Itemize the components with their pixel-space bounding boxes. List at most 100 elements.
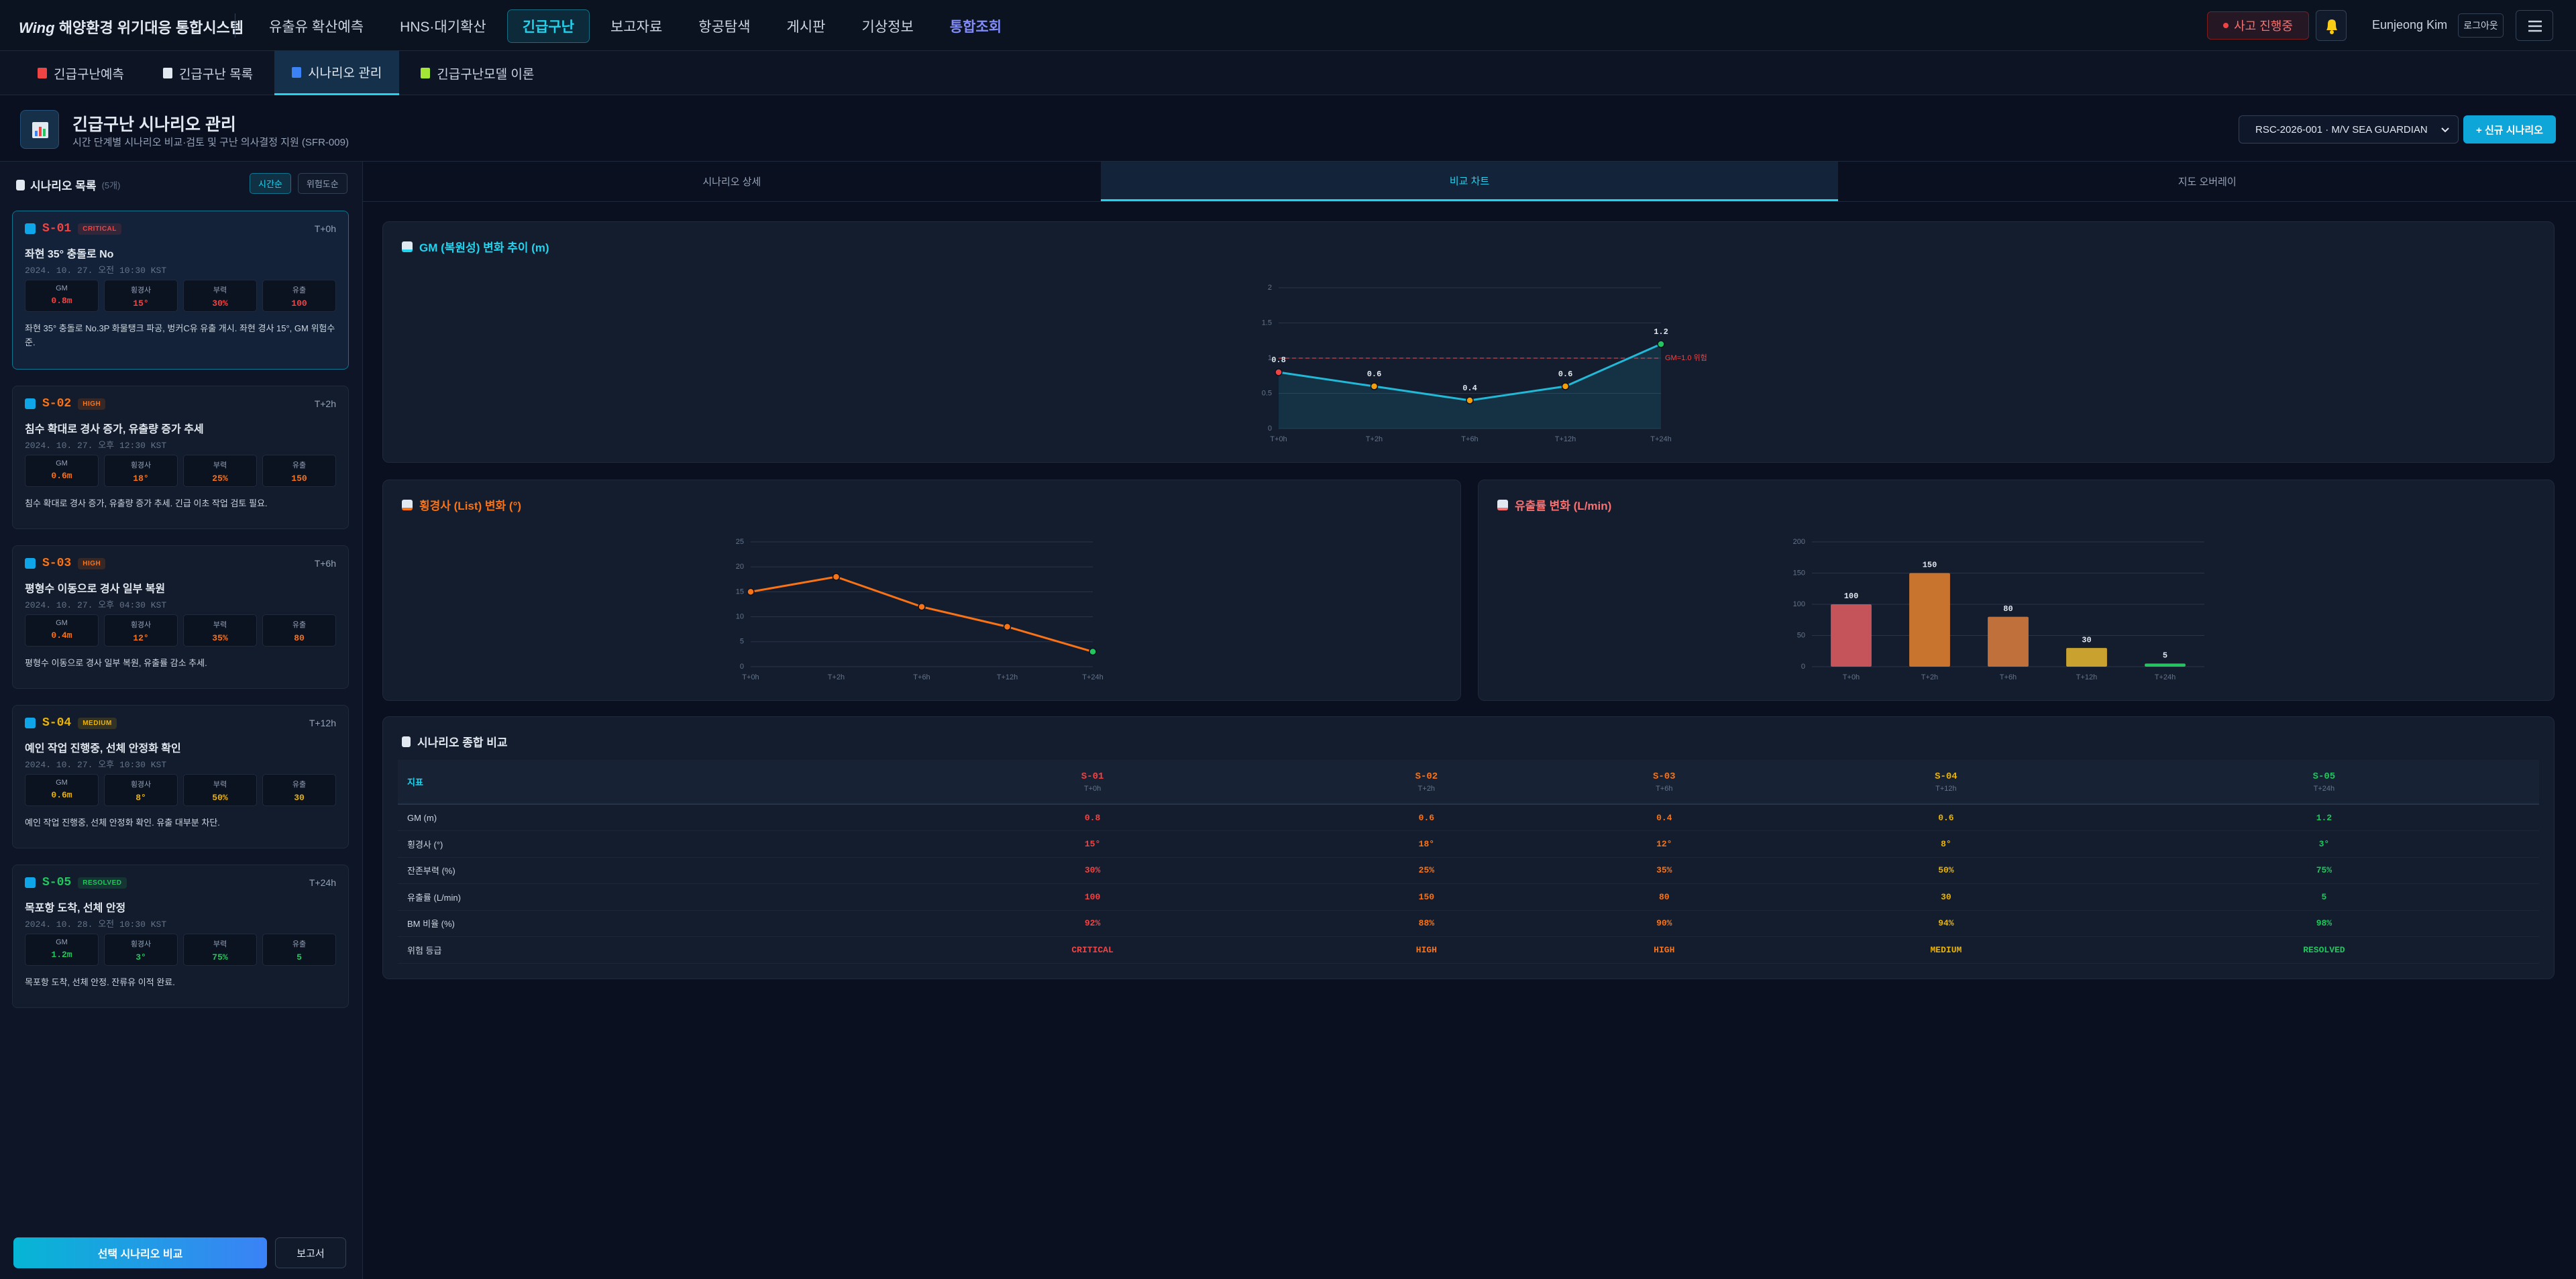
row-label: GM (m) — [407, 812, 437, 823]
checkbox[interactable] — [25, 718, 36, 728]
x-tick-label: T+24h — [2155, 673, 2176, 681]
metric-label: 유출 — [292, 286, 307, 294]
metric-label: 부력 — [213, 781, 227, 789]
metric-value: 150 — [291, 474, 307, 484]
scenario-title: 좌현 35° 충돌로 No — [25, 249, 114, 260]
sort-button[interactable]: 위험도순 — [297, 173, 347, 194]
nav-item[interactable]: 보고자료 — [610, 19, 663, 35]
metric-label: 부력 — [213, 940, 227, 948]
y-tick-label: 10 — [736, 613, 744, 621]
notification-button[interactable] — [2316, 10, 2347, 41]
view-tab[interactable]: 비교 차트 — [1100, 162, 1839, 201]
menu-button[interactable] — [2516, 10, 2553, 41]
scenario-time: T+12h — [309, 718, 336, 728]
threshold-label: GM=1.0 위험 — [1665, 353, 1707, 362]
nav-item[interactable]: HNS·대기확산 — [400, 19, 486, 35]
table-cell: 12° — [1656, 838, 1672, 849]
metric-box: 부력 30% — [183, 280, 257, 312]
metric-label: GM — [56, 459, 68, 467]
sub-tab[interactable]: 시나리오 관리 — [274, 51, 400, 95]
scenario-card[interactable]: S-05 RESOLVED T+24h 목포항 도착, 선체 안정 2024. 10. … — [12, 865, 349, 1008]
scenario-id: S-02 — [42, 397, 72, 410]
x-tick-label: T+2h — [1366, 435, 1383, 443]
nav-item[interactable]: 기상정보 — [861, 19, 914, 35]
scenario-desc: 침수 확대로 경사 증가, 유출량 증가 추세. 긴급 이초 작업 검토 필요. — [25, 498, 268, 508]
chart: 0 5 10 15 20 25 T+0h T+2h T+6h T+12h T+24h — [736, 538, 1104, 681]
sort-button[interactable]: 시간순 — [250, 173, 291, 194]
data-label: 0.4 — [1462, 384, 1477, 393]
y-tick-label: 0 — [1801, 663, 1805, 671]
table-row: BM 비율 (%) 92% 88% 90% 94% 98% — [398, 910, 2539, 937]
table-cell: 30% — [1084, 865, 1101, 876]
data-label: 1.2 — [1654, 327, 1668, 337]
metric-value: 15° — [133, 298, 149, 309]
column-id: S-05 — [2312, 771, 2336, 782]
sub-tab-label: 긴급구난 목록 — [178, 67, 254, 82]
metric-value: 25% — [212, 474, 228, 484]
sub-tab-icon — [292, 66, 302, 78]
sub-tab-label: 긴급구난모델 이론 — [437, 67, 535, 82]
checkbox[interactable] — [25, 223, 36, 234]
view-tab[interactable]: 시나리오 상세 — [702, 176, 761, 188]
row-label: 위험 등급 — [407, 945, 442, 956]
checkbox[interactable] — [25, 398, 36, 409]
scenario-time: T+0h — [314, 223, 336, 234]
report-button[interactable]: 보고서 — [275, 1237, 346, 1268]
x-tick-label: T+12h — [2076, 673, 2098, 681]
metric-value: 0.6m — [51, 790, 72, 800]
new-scenario-button[interactable]: + 신규 시나리오 — [2463, 115, 2556, 144]
table-row: 횡경사 (°) 15° 18° 12° 8° 3° — [398, 831, 2539, 857]
scenario-time: T+6h — [314, 558, 336, 569]
status-text: 사고 진행중 — [2234, 19, 2293, 33]
scenario-card[interactable]: S-03 HIGH T+6h 평형수 이동으로 경사 일부 복원 2024. 10. 2… — [12, 545, 349, 689]
table-cell: 90% — [1656, 918, 1672, 929]
metric-box: GM 0.4m — [25, 614, 99, 647]
table-cell: 88% — [1418, 918, 1435, 929]
column-id: S-02 — [1415, 771, 1438, 782]
logout-button[interactable]: 로그아웃 — [2458, 13, 2504, 38]
sub-tab[interactable]: 긴급구난모델 이론 — [403, 51, 551, 95]
x-tick-label: T+0h — [1270, 435, 1287, 443]
column-time: T+2h — [1417, 784, 1436, 793]
metric-label: 횡경사 — [130, 461, 152, 469]
scenario-card[interactable]: S-04 MEDIUM T+12h 예인 작업 진행중, 선체 안정화 확인 2024.… — [12, 705, 349, 848]
scenario-card[interactable]: S-01 CRITICAL T+0h 좌현 35° 충돌로 No 2024. 10. 2… — [12, 211, 349, 370]
metric-box: 부력 75% — [183, 934, 257, 966]
comparison-card: 시나리오 종합 비교 지표 S-01 T+0h S-02 T+2h S-03 T+6h S-0… — [382, 716, 2555, 979]
sub-tab[interactable]: 긴급구난 목록 — [146, 51, 270, 95]
column-header: S-03 T+6h — [1546, 760, 1783, 804]
data-label: 0.8 — [1271, 355, 1286, 365]
metric-label: GM — [56, 779, 68, 787]
nav-item[interactable]: 유출유 확산예측 — [269, 19, 364, 35]
metric-value: 0.4m — [51, 630, 72, 641]
bar — [1909, 573, 1950, 667]
nav-item[interactable]: 항공탐색 — [698, 19, 751, 35]
column-header: S-01 T+0h — [877, 760, 1307, 804]
scenario-card[interactable]: S-02 HIGH T+2h 침수 확대로 경사 증가, 유출량 증가 추세 2024.… — [12, 386, 349, 529]
y-tick-label: 15 — [736, 588, 744, 596]
nav-item[interactable]: 게시판 — [786, 19, 826, 35]
incident-select[interactable]: RSC-2026-001 · M/V SEA GUARDIAN — [2239, 115, 2459, 144]
sub-tab[interactable]: 긴급구난예측 — [20, 51, 142, 95]
checkbox[interactable] — [25, 877, 36, 888]
chart-icon — [402, 241, 413, 252]
x-tick-label: T+2h — [828, 673, 845, 681]
dropdown-arrow — [2441, 127, 2449, 133]
compare-button[interactable]: 선택 시나리오 비교 — [13, 1237, 267, 1268]
metric-label: 횡경사 — [130, 621, 152, 629]
nav-item[interactable]: 통합조회 — [949, 19, 1002, 35]
table-title-text: 시나리오 종합 비교 — [417, 736, 508, 749]
status-badge[interactable]: 사고 진행중 — [2207, 11, 2309, 40]
comparison-table: 지표 S-01 T+0h S-02 T+2h S-03 T+6h S-04 T+12h S-05 T… — [398, 760, 2539, 964]
metric-box: GM 0.8m — [25, 280, 99, 312]
flow-chart-card: 유출률 변화 (L/min) 0 50 100 150 200 T+0h T+2h T+6h T+… — [1478, 480, 2555, 701]
table-cell: 0.6 — [1418, 812, 1435, 823]
metric-value: 30 — [294, 793, 305, 803]
page-title: 긴급구난 시나리오 관리 — [72, 115, 236, 134]
logo[interactable]: Wing 해양환경 위기대응 통합시스템 — [19, 16, 244, 38]
view-tab[interactable]: 지도 오버레이 — [2178, 176, 2237, 188]
nav-item[interactable]: 긴급구난 — [506, 9, 590, 43]
checkbox[interactable] — [25, 558, 36, 569]
table-icon — [402, 736, 411, 747]
gm-chart-card: GM (복원성) 변화 추이 (m) 0 0.5 1 1.5 2 T+0h T+2h T+6h T… — [382, 221, 2555, 463]
